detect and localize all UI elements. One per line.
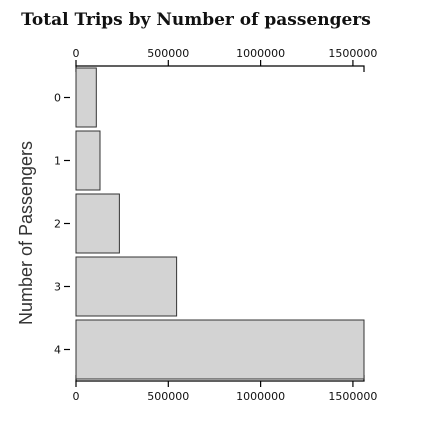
x-axis-top-line bbox=[75, 65, 365, 72]
x-tick-label-top: 1500000 bbox=[328, 47, 377, 60]
bar-passengers-0 bbox=[75, 67, 97, 128]
chart-title: Total Trips by Number of passengers bbox=[21, 10, 371, 30]
x-tick-label-bottom: 1000000 bbox=[236, 390, 285, 403]
y-tick-label: 4 bbox=[54, 344, 61, 357]
y-tick-label: 2 bbox=[54, 218, 61, 231]
bar-passengers-3 bbox=[75, 256, 178, 317]
bar-passengers-4 bbox=[75, 319, 365, 380]
bar-passengers-2 bbox=[75, 193, 120, 254]
x-tick-label-bottom: 1500000 bbox=[328, 390, 377, 403]
x-tick-label-top: 1000000 bbox=[236, 47, 285, 60]
y-tick-label: 0 bbox=[54, 92, 61, 105]
y-axis-title: Number of Passengers bbox=[16, 141, 36, 325]
x-tick-label-bottom: 500000 bbox=[147, 390, 189, 403]
bar-passengers-1 bbox=[75, 130, 101, 191]
x-tick-label-top: 0 bbox=[73, 47, 80, 60]
y-tick-label: 1 bbox=[54, 155, 61, 168]
y-tick-label: 3 bbox=[54, 281, 61, 294]
axes: 0 0 500000 500000 1000000 1000000 1500000 15000… bbox=[54, 47, 377, 403]
bars bbox=[75, 67, 365, 380]
x-tick-label-bottom: 0 bbox=[73, 390, 80, 403]
x-tick-label-top: 500000 bbox=[147, 47, 189, 60]
